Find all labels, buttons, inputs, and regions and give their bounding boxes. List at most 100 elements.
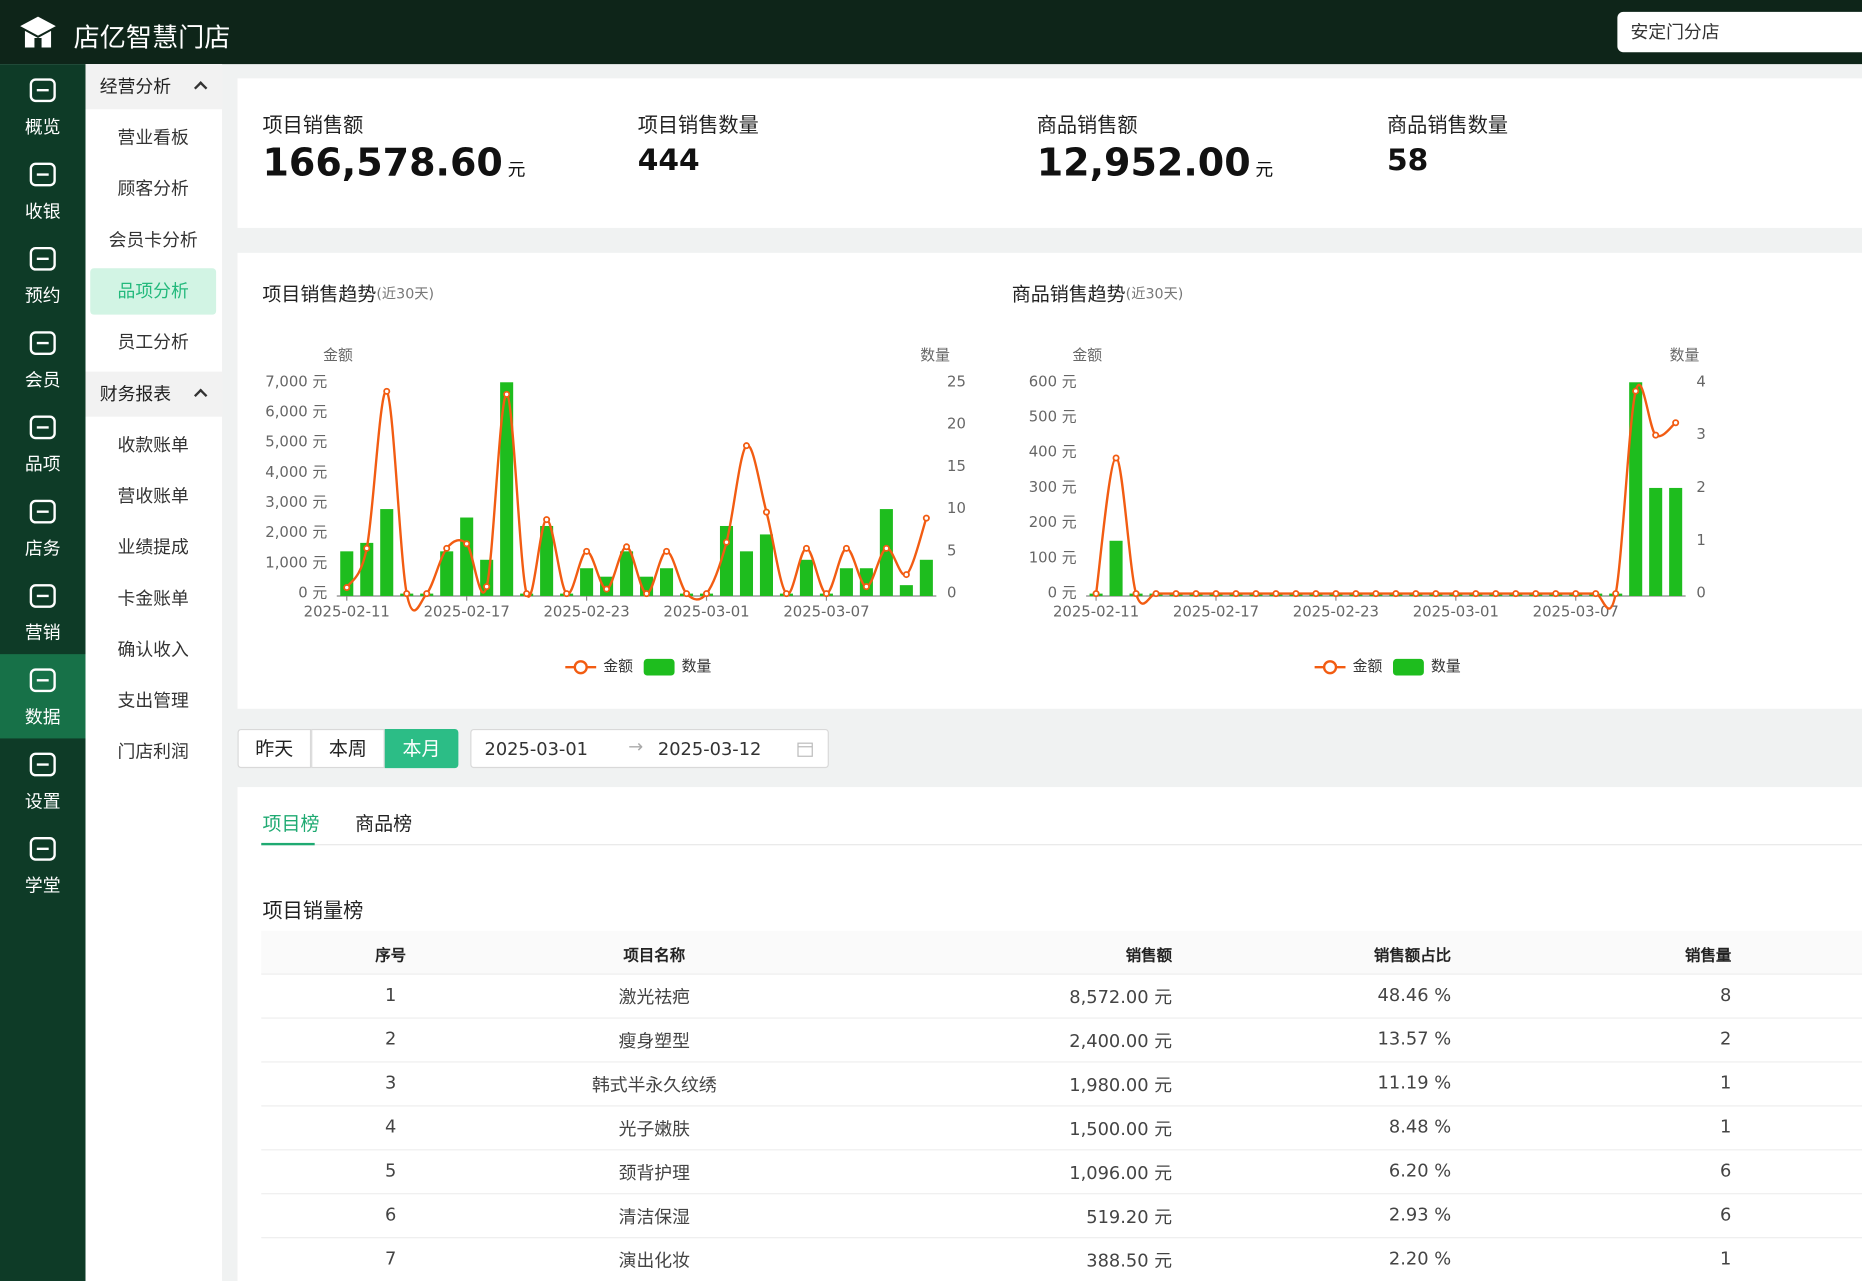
y-tick-label: 5,000 元 <box>265 434 327 451</box>
y2-tick-label: 5 <box>947 542 956 559</box>
x-tick-label: 2025-03-01 <box>1413 604 1499 621</box>
nav-label: 设置 <box>24 790 61 813</box>
point <box>742 442 750 450</box>
table-cell: 1 <box>1720 1072 1732 1094</box>
table-cell: 1,096.00 元 <box>1069 1162 1173 1184</box>
table-cell: 48.46 % <box>1377 984 1452 1006</box>
subtitle: (近30天) <box>1126 285 1184 302</box>
submenu-item[interactable]: 卡金账单 <box>117 587 189 610</box>
x-tick-label: 2025-02-11 <box>304 604 390 621</box>
point <box>683 590 691 598</box>
x-tick-label: 2025-02-17 <box>1173 604 1259 621</box>
submenu-item[interactable]: 门店利润 <box>117 740 189 763</box>
submenu-item[interactable]: 业绩提成 <box>117 536 189 558</box>
submenu-item[interactable]: 品项分析 <box>90 268 217 315</box>
table-cell: 7 <box>385 1247 397 1270</box>
nav-icon <box>29 836 56 861</box>
nav-item[interactable]: 店务 <box>0 486 86 570</box>
legend-label: 数量 <box>1431 658 1461 675</box>
point <box>1352 590 1360 598</box>
point <box>1332 590 1340 598</box>
nav-label: 营销 <box>24 622 61 644</box>
point <box>1472 590 1480 598</box>
table-cell: 6 <box>1720 1203 1732 1226</box>
nav-icon <box>29 162 56 187</box>
nav-item[interactable]: 营销 <box>0 570 86 654</box>
bar <box>1669 487 1683 596</box>
tab[interactable]: 项目榜 <box>262 812 320 835</box>
point <box>1432 590 1440 598</box>
submenu-item[interactable]: 员工分析 <box>117 331 189 353</box>
point <box>1652 431 1660 439</box>
y-axis-label: 金额 <box>1072 347 1102 364</box>
store-select[interactable]: 安定门分店 <box>1617 11 1862 53</box>
submenu-item[interactable]: 营业看板 <box>117 127 189 149</box>
point <box>603 585 611 593</box>
table-cell: 激光祛疤 <box>618 986 690 1008</box>
legend-swatch <box>573 660 588 675</box>
row-divider <box>261 1061 1862 1063</box>
submenu-group[interactable]: 经营分析 <box>85 64 223 110</box>
stat-label: 商品销售数量 <box>1387 113 1509 138</box>
y2-tick-label: 20 <box>947 416 966 433</box>
y-tick-label: 1,000 元 <box>265 554 327 571</box>
point <box>1112 454 1120 462</box>
stat-number: 166,578.60 <box>262 140 503 186</box>
point <box>1312 590 1320 598</box>
submenu-item[interactable]: 收款账单 <box>117 434 189 456</box>
title: 项目销售趋势 <box>262 283 376 305</box>
nav-item[interactable]: 概览 <box>0 64 86 148</box>
column-header: 项目名称 <box>623 947 686 966</box>
point <box>403 590 411 598</box>
chart-title: 商品销售趋势(近30天) <box>1012 283 1184 305</box>
submenu-item[interactable]: 顾客分析 <box>117 178 189 200</box>
table-cell: 瘦身塑型 <box>618 1030 690 1052</box>
tab-divider <box>261 844 1862 846</box>
point <box>423 590 431 598</box>
tab-indicator <box>261 842 315 846</box>
date-range-picker[interactable]: 2025-03-01 → 2025-03-12 <box>470 728 829 769</box>
nav-item[interactable]: 收银 <box>0 148 86 232</box>
bar <box>500 382 514 596</box>
stat-label: 项目销售数量 <box>637 113 759 138</box>
table-header <box>261 930 1862 975</box>
line <box>1094 383 1677 610</box>
nav-item[interactable]: 预约 <box>0 233 86 317</box>
nav-item[interactable]: 学堂 <box>0 823 86 907</box>
date-button[interactable]: 昨天 <box>237 728 312 769</box>
y2-tick-label: 10 <box>947 500 966 517</box>
table-cell: 1 <box>1720 1247 1732 1270</box>
point <box>1572 590 1580 598</box>
submenu-item[interactable]: 确认收入 <box>117 638 189 661</box>
tab[interactable]: 商品榜 <box>355 812 413 835</box>
nav-icon <box>29 584 56 608</box>
table-cell: 6.20 % <box>1388 1159 1452 1182</box>
nav-item[interactable]: 设置 <box>0 738 86 822</box>
stat-unit: 元 <box>1255 159 1274 181</box>
table-cell: 1 <box>1720 1115 1732 1138</box>
nav-item[interactable]: 数据 <box>0 654 86 739</box>
y2-tick-label: 15 <box>947 458 966 475</box>
nav-icon <box>29 78 56 103</box>
submenu-group[interactable]: 财务报表 <box>85 371 223 417</box>
point <box>483 583 491 591</box>
table-cell: 3 <box>385 1072 397 1094</box>
column-header: 销售量 <box>1685 947 1732 966</box>
point <box>762 508 770 516</box>
x-tick-label: 2025-02-17 <box>424 604 510 621</box>
nav-item[interactable]: 会员 <box>0 317 86 401</box>
point <box>1172 590 1180 598</box>
nav-label: 店务 <box>24 537 61 560</box>
y2-tick-label: 1 <box>1696 532 1705 549</box>
submenu-item[interactable]: 会员卡分析 <box>108 229 198 251</box>
bar <box>839 568 853 596</box>
nav-icon <box>29 752 56 777</box>
date-button[interactable]: 本周 <box>311 728 385 769</box>
date-button[interactable]: 本月 <box>384 728 459 769</box>
submenu-item[interactable]: 营收账单 <box>117 485 189 507</box>
submenu-item[interactable]: 支出管理 <box>117 689 189 712</box>
nav-item[interactable]: 品项 <box>0 401 86 485</box>
end-date: 2025-03-12 <box>657 738 762 760</box>
